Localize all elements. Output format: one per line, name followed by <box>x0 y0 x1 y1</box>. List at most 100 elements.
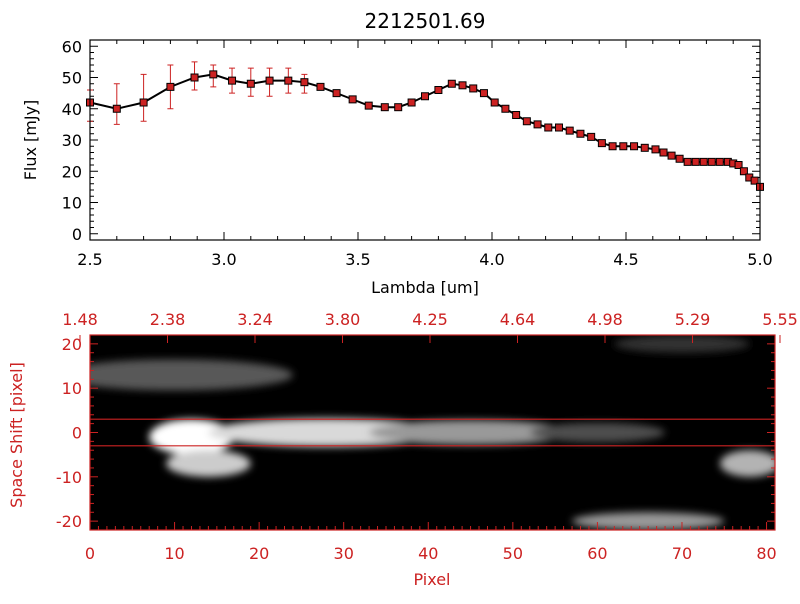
top-x-tick-label: 3.0 <box>211 250 236 269</box>
bottom-y-tick-label: -10 <box>56 468 82 487</box>
top-wavelength-label: 5.55 <box>762 310 798 329</box>
top-wavelength-label: 2.38 <box>150 310 186 329</box>
top-y-tick-label: 30 <box>62 131 82 150</box>
top-y-tick-label: 40 <box>62 100 82 119</box>
data-point <box>691 157 700 166</box>
data-point <box>407 98 416 107</box>
top-plot-frame <box>89 39 761 241</box>
data-point <box>190 73 199 82</box>
data-point <box>316 82 325 91</box>
data-point <box>667 151 676 160</box>
data-point <box>699 157 708 166</box>
emission-blob <box>166 450 251 477</box>
top-wavelength-label: 4.64 <box>500 310 536 329</box>
top-wavelength-label: 1.48 <box>62 310 98 329</box>
data-point <box>555 123 563 132</box>
data-point <box>300 78 309 87</box>
emission-blob <box>369 420 573 445</box>
data-point <box>739 167 748 176</box>
top-wavelength-label: 4.98 <box>587 310 623 329</box>
data-point <box>640 143 649 152</box>
top-wavelength-label: 4.25 <box>412 310 448 329</box>
data-point <box>659 148 668 157</box>
bottom-y-tick-label: 0 <box>72 424 82 443</box>
emission-blob <box>90 359 293 391</box>
data-point <box>715 157 724 166</box>
heatmap-axes: 0 10 20 30 40 50 60 70 80 -20 -10 0 10 20 1.48 2.38 3.24… <box>56 310 798 563</box>
bottom-y-axis-label: Space Shift [pixel] <box>7 362 26 508</box>
bottom-x-tick-label: 10 <box>164 544 184 563</box>
bottom-x-tick-label: 0 <box>85 544 95 563</box>
bottom-y-tick-label: -20 <box>56 512 82 531</box>
top-y-axis-label: Flux [mJy] <box>21 100 40 181</box>
top-wavelength-label: 5.29 <box>675 310 711 329</box>
spatial-heatmap: 0 10 20 30 40 50 60 70 80 -20 -10 0 10 20 1.48 2.38 3.24… <box>7 310 798 589</box>
data-point <box>458 81 467 90</box>
extraction-lines <box>90 418 775 447</box>
data-point <box>332 89 341 98</box>
data-point <box>651 145 660 154</box>
top-wavelength-label: 3.80 <box>325 310 361 329</box>
bottom-x-axis-label: Pixel <box>413 570 450 589</box>
data-point <box>597 139 606 148</box>
data-point <box>630 142 639 151</box>
heatmap-emission <box>90 335 775 530</box>
data-point <box>166 82 175 91</box>
data-point <box>284 76 293 85</box>
data-point <box>364 101 373 110</box>
top-x-tick-label: 2.5 <box>77 250 102 269</box>
data-point <box>544 123 553 132</box>
data-point <box>348 95 357 104</box>
data-point <box>394 103 403 112</box>
data-point <box>608 142 617 151</box>
bottom-x-tick-label: 60 <box>587 544 607 563</box>
data-point <box>619 142 628 151</box>
top-x-axis-label: Lambda [um] <box>371 278 479 297</box>
data-point <box>246 79 255 88</box>
data-point <box>447 79 456 88</box>
data-point <box>576 129 585 138</box>
emission-blob <box>572 512 725 530</box>
spectrum-chart: 2212501.69 2.5 3.0 3.5 4.0 4.5 5.0 0 10 20 30 40 50… <box>21 9 773 297</box>
top-axes: 2.5 3.0 3.5 4.0 4.5 5.0 0 10 20 30 40 50 60 <box>62 37 773 269</box>
data-point <box>587 132 596 141</box>
bottom-y-tick-label: 10 <box>62 379 82 398</box>
top-y-tick-label: 60 <box>62 37 82 56</box>
top-wavelength-label: 3.24 <box>237 310 273 329</box>
data-point <box>469 84 478 93</box>
data-point <box>522 117 531 126</box>
data-point <box>479 89 488 98</box>
data-point <box>434 86 443 94</box>
top-x-tick-label: 4.0 <box>479 250 504 269</box>
data-point <box>421 92 429 101</box>
data-point <box>209 70 218 79</box>
top-y-tick-label: 20 <box>62 162 82 181</box>
top-x-tick-label: 3.5 <box>345 250 370 269</box>
data-point <box>675 154 684 163</box>
bottom-y-tick-label: 20 <box>62 335 82 354</box>
data-point <box>490 98 499 107</box>
emission-blob <box>208 418 446 447</box>
data-point <box>139 98 148 107</box>
bottom-x-tick-label: 80 <box>756 544 776 563</box>
bottom-x-tick-label: 30 <box>334 544 354 563</box>
data-point <box>112 104 121 113</box>
bottom-x-tick-label: 70 <box>672 544 692 563</box>
data-point <box>750 176 759 185</box>
bottom-x-tick-label: 50 <box>503 544 523 563</box>
data-point <box>380 103 389 112</box>
data-point <box>512 111 521 119</box>
data-point <box>734 161 743 169</box>
data-point <box>501 104 510 113</box>
emission-blob <box>529 422 666 443</box>
data-point <box>265 76 274 85</box>
bottom-x-tick-label: 40 <box>418 544 438 563</box>
top-x-tick-label: 5.0 <box>747 250 772 269</box>
top-x-tick-label: 4.5 <box>613 250 638 269</box>
chart-title: 2212501.69 <box>365 9 486 33</box>
emission-blob <box>614 335 750 353</box>
data-point <box>565 126 574 135</box>
data-point <box>228 76 237 85</box>
data-point <box>683 157 692 166</box>
